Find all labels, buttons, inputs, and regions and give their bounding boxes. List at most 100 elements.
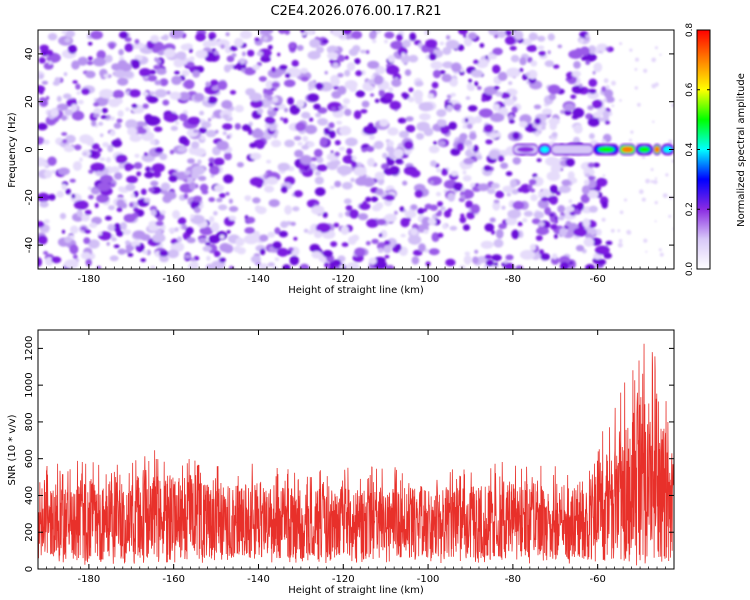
noise-blob bbox=[384, 240, 391, 246]
noise-blob bbox=[573, 61, 581, 69]
noise-blob bbox=[509, 45, 517, 51]
noise-blob bbox=[571, 70, 582, 78]
noise-blob bbox=[134, 153, 140, 158]
noise-blob bbox=[384, 31, 395, 39]
noise-blob bbox=[213, 50, 219, 56]
noise-blob bbox=[428, 248, 440, 256]
snr-ytick-label: 1000 bbox=[24, 372, 35, 397]
noise-blob bbox=[425, 261, 431, 267]
noise-blob bbox=[217, 80, 228, 90]
noise-blob bbox=[152, 163, 165, 173]
noise-blob bbox=[150, 35, 160, 43]
chart-title: C2E4.2026.076.00.17.R21 bbox=[270, 4, 441, 19]
noise-blob bbox=[527, 69, 538, 80]
noise-blob bbox=[45, 95, 50, 101]
noise-blob bbox=[538, 50, 546, 57]
noise-blob bbox=[316, 164, 328, 172]
noise-blob bbox=[484, 254, 492, 260]
noise-blob bbox=[511, 188, 519, 195]
noise-blob bbox=[38, 192, 50, 203]
noise-blob bbox=[191, 165, 205, 176]
noise-blob bbox=[463, 36, 473, 47]
snr-ytick-label: 1200 bbox=[24, 336, 35, 361]
noise-blob bbox=[315, 112, 322, 118]
noise-blob bbox=[354, 58, 361, 65]
noise-blob bbox=[234, 37, 244, 48]
noise-blob bbox=[323, 127, 331, 135]
noise-blob bbox=[461, 115, 477, 126]
noise-blob bbox=[581, 56, 587, 61]
noise-blob bbox=[361, 148, 367, 153]
noise-blob bbox=[536, 158, 542, 163]
noise-blob bbox=[437, 232, 444, 238]
noise-blob bbox=[439, 70, 446, 75]
noise-blob bbox=[300, 30, 305, 34]
noise-blob bbox=[152, 233, 166, 243]
noise-blob bbox=[505, 254, 514, 261]
noise-blob bbox=[517, 221, 523, 227]
noise-blob bbox=[365, 196, 372, 203]
noise-blob bbox=[477, 183, 490, 192]
noise-blob bbox=[249, 92, 263, 102]
noise-blob bbox=[63, 144, 75, 153]
noise-blob bbox=[474, 249, 479, 254]
noise-blob bbox=[639, 189, 644, 194]
noise-blob bbox=[368, 257, 377, 265]
signal-peak bbox=[540, 146, 549, 153]
noise-blob bbox=[289, 255, 300, 266]
noise-blob bbox=[333, 85, 339, 90]
noise-blob bbox=[338, 212, 344, 218]
noise-blob bbox=[218, 204, 228, 211]
noise-blob bbox=[488, 30, 499, 36]
noise-blob bbox=[222, 131, 227, 136]
noise-blob bbox=[497, 30, 506, 39]
noise-blob bbox=[367, 60, 380, 69]
colorbar-tick-label: 0.8 bbox=[685, 23, 695, 38]
noise-blob bbox=[341, 181, 353, 190]
noise-blob bbox=[162, 99, 170, 106]
noise-blob bbox=[571, 114, 579, 120]
spectrogram-ytick-label: 20 bbox=[24, 95, 35, 108]
noise-blob bbox=[190, 257, 196, 262]
noise-blob bbox=[203, 96, 209, 102]
noise-blob bbox=[131, 212, 139, 219]
noise-blob bbox=[485, 259, 495, 267]
noise-blob bbox=[522, 217, 528, 223]
noise-blob bbox=[135, 245, 141, 250]
noise-blob bbox=[358, 213, 369, 221]
noise-blob bbox=[423, 208, 428, 212]
noise-blob bbox=[474, 81, 479, 87]
noise-blob bbox=[163, 48, 176, 58]
noise-blob bbox=[349, 84, 357, 92]
noise-blob bbox=[314, 176, 324, 185]
noise-blob bbox=[174, 70, 180, 75]
noise-blob bbox=[339, 264, 345, 269]
noise-blob bbox=[510, 54, 520, 63]
signal-peak bbox=[558, 146, 587, 153]
noise-blob bbox=[366, 218, 379, 228]
noise-blob bbox=[484, 223, 495, 232]
noise-blob bbox=[328, 130, 336, 139]
noise-blob bbox=[109, 130, 116, 137]
noise-blob bbox=[143, 152, 148, 157]
noise-blob bbox=[208, 35, 214, 41]
noise-blob bbox=[567, 171, 575, 180]
noise-blob bbox=[119, 56, 125, 61]
noise-blob bbox=[108, 205, 115, 211]
noise-blob bbox=[558, 185, 571, 194]
noise-blob bbox=[295, 122, 306, 132]
noise-blob bbox=[116, 118, 123, 123]
noise-blob bbox=[407, 96, 415, 103]
noise-blob bbox=[259, 248, 266, 256]
noise-blob bbox=[181, 224, 188, 230]
noise-blob bbox=[150, 180, 159, 187]
noise-blob bbox=[80, 252, 92, 260]
noise-blob bbox=[134, 39, 140, 45]
noise-blob bbox=[409, 32, 417, 41]
noise-blob bbox=[541, 126, 546, 130]
noise-blob bbox=[603, 120, 606, 123]
noise-blob bbox=[495, 229, 504, 239]
noise-blob bbox=[601, 139, 607, 145]
noise-blob bbox=[208, 161, 214, 168]
noise-blob bbox=[361, 100, 370, 108]
